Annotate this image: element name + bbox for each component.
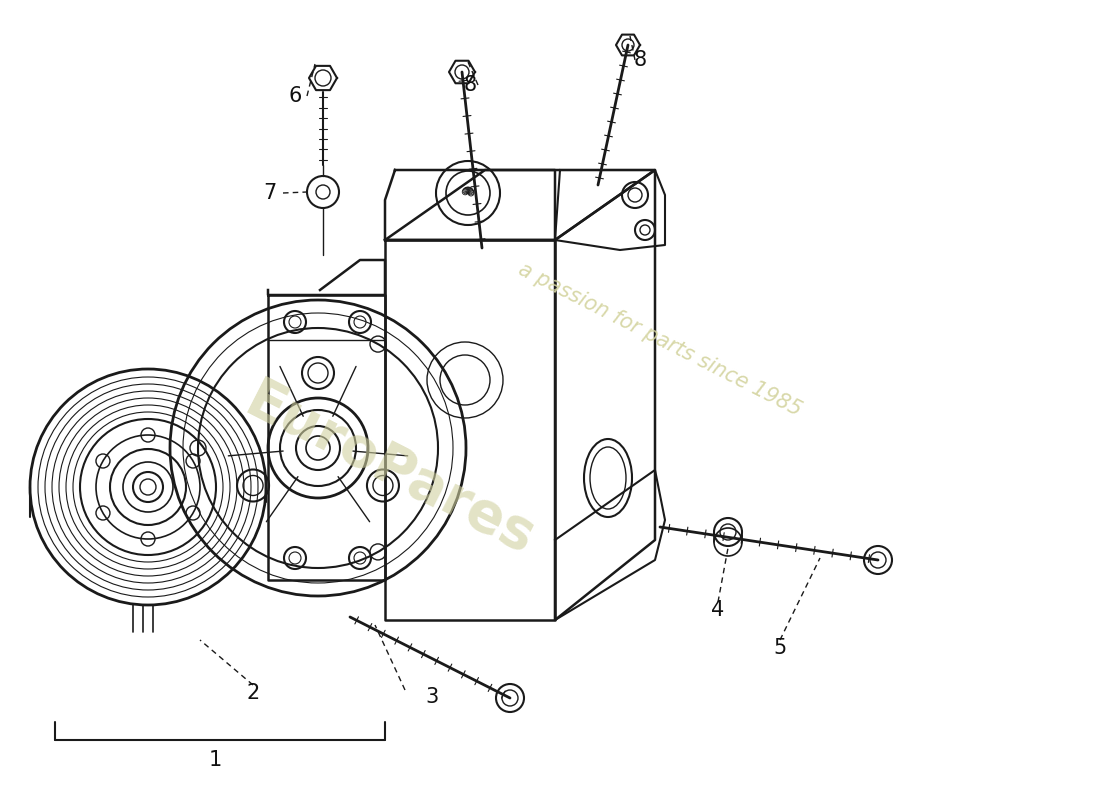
Text: 4: 4 bbox=[712, 600, 725, 620]
Text: 7: 7 bbox=[263, 183, 276, 203]
Text: 3: 3 bbox=[426, 687, 439, 707]
Text: EuroPares: EuroPares bbox=[236, 374, 543, 566]
Text: 1: 1 bbox=[208, 750, 221, 770]
Text: 6: 6 bbox=[288, 86, 301, 106]
Text: 8: 8 bbox=[463, 75, 476, 95]
Text: 2: 2 bbox=[246, 683, 260, 703]
Text: 8: 8 bbox=[634, 50, 647, 70]
Text: a passion for parts since 1985: a passion for parts since 1985 bbox=[515, 259, 805, 421]
Text: 5: 5 bbox=[773, 638, 786, 658]
